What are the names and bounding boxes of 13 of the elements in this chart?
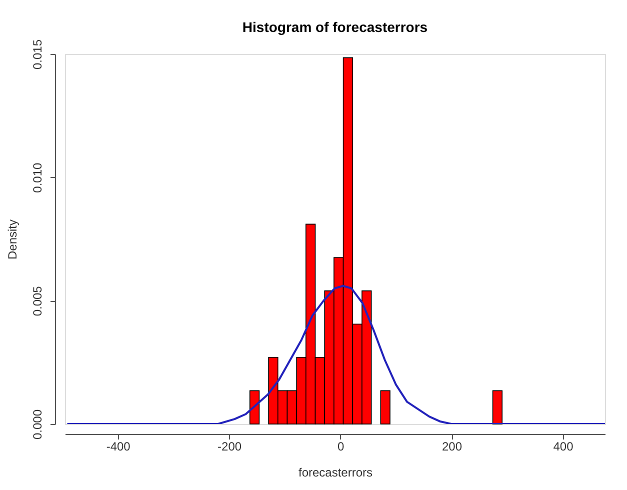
y-axis-title: Density — [6, 219, 20, 260]
line-series — [66, 284, 605, 424]
x-tick-label: -200 — [218, 440, 242, 454]
y-tick-label: 0.015 — [30, 39, 44, 70]
x-tick-label: -400 — [106, 440, 131, 454]
x-tick-label: 400 — [553, 440, 574, 454]
y-tick-label: 0.010 — [30, 162, 44, 193]
x-axis-title: forecasterrors — [298, 466, 373, 480]
y-tick-label: 0.005 — [30, 286, 44, 316]
x-tick-label: 200 — [442, 440, 462, 454]
y-tick-label: 0.000 — [30, 409, 44, 440]
x-tick-label: 0 — [337, 440, 344, 454]
chart-title: Histogram of forecasterrors — [242, 18, 428, 35]
